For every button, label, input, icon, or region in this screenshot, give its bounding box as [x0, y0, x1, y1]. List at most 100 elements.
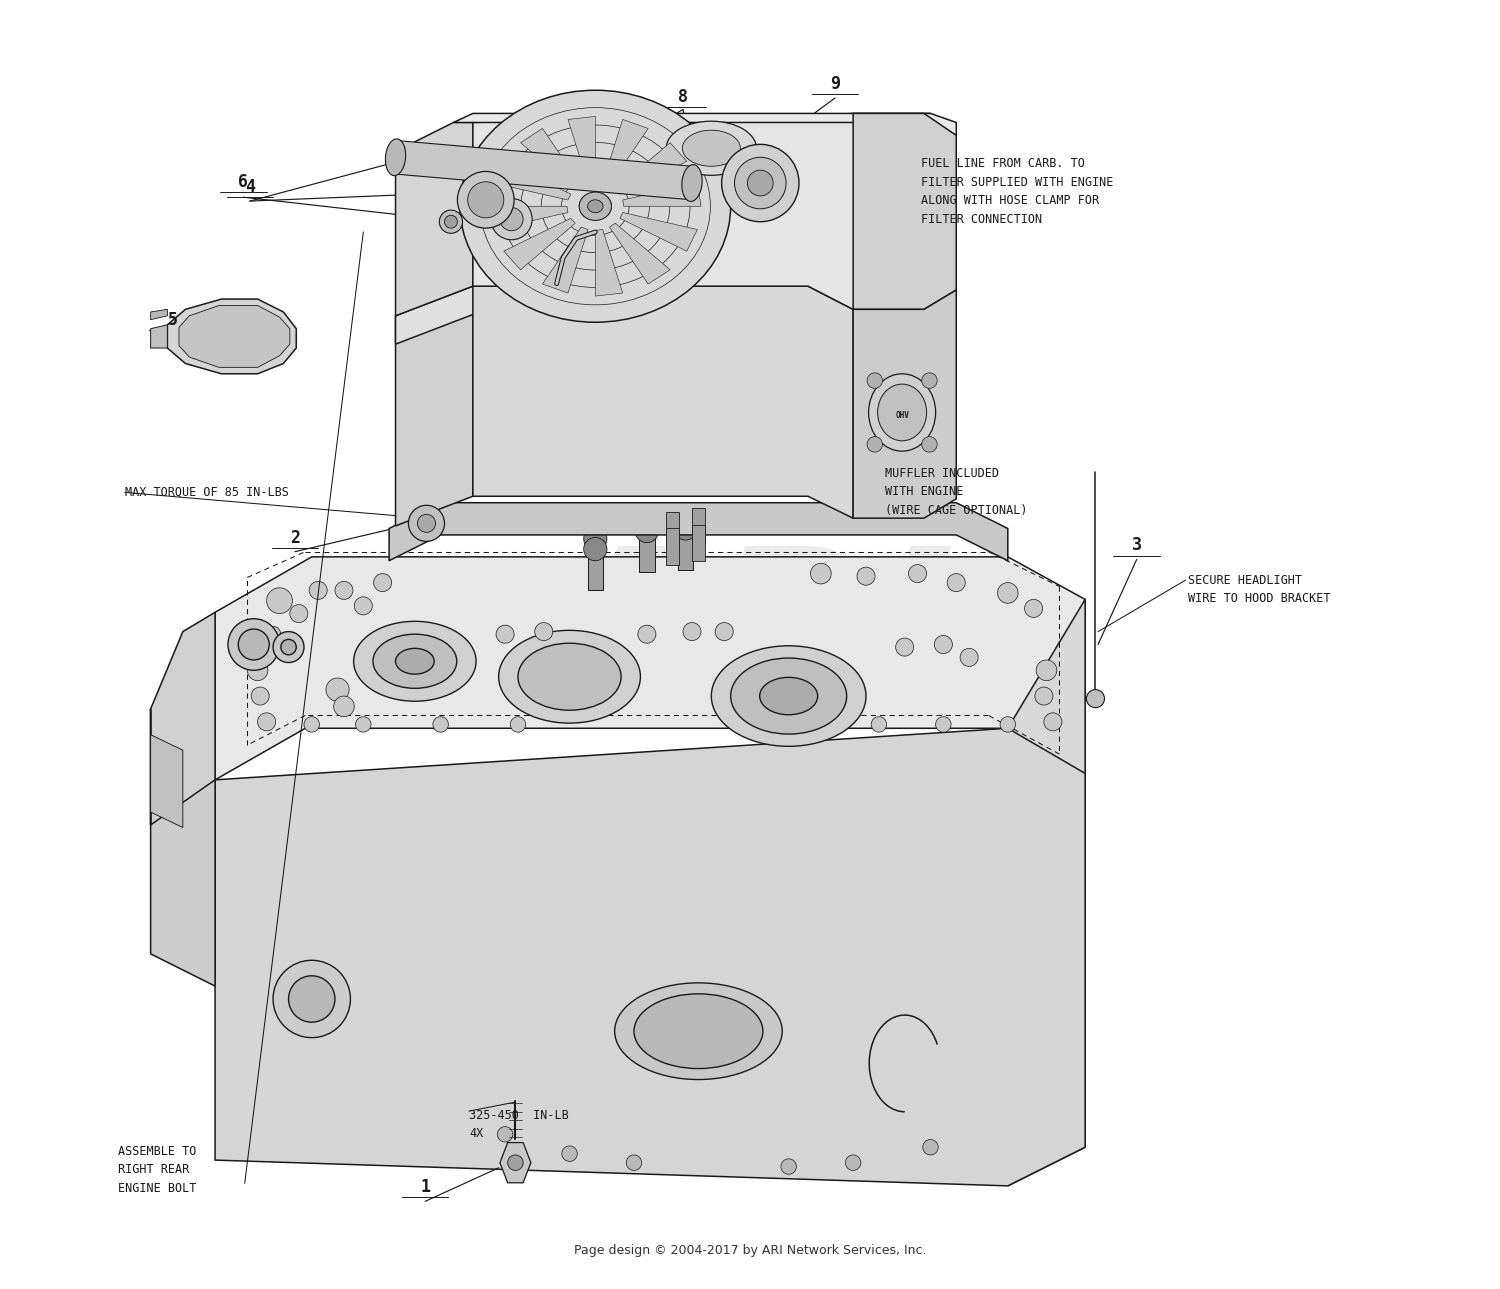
- Polygon shape: [568, 116, 596, 183]
- Text: MUFFLER INCLUDED
WITH ENGINE
(WIRE CAGE OPTIONAL): MUFFLER INCLUDED WITH ENGINE (WIRE CAGE …: [885, 467, 1028, 517]
- Ellipse shape: [730, 657, 846, 733]
- Circle shape: [682, 623, 700, 641]
- Text: 4: 4: [244, 178, 255, 196]
- Circle shape: [716, 623, 734, 641]
- Bar: [692, 508, 705, 544]
- Bar: [588, 539, 603, 580]
- Circle shape: [280, 639, 297, 655]
- Polygon shape: [622, 183, 701, 206]
- Polygon shape: [596, 229, 622, 296]
- Polygon shape: [615, 143, 687, 195]
- Circle shape: [326, 678, 350, 701]
- Polygon shape: [603, 120, 648, 186]
- Polygon shape: [168, 299, 297, 374]
- Circle shape: [288, 976, 334, 1022]
- Circle shape: [444, 215, 458, 228]
- Polygon shape: [150, 709, 214, 986]
- Text: OHV: OHV: [896, 411, 909, 419]
- Circle shape: [810, 563, 831, 584]
- Circle shape: [1024, 599, 1042, 617]
- Text: 9: 9: [830, 75, 840, 93]
- Circle shape: [273, 960, 351, 1038]
- Circle shape: [267, 588, 292, 614]
- Circle shape: [228, 619, 279, 670]
- Circle shape: [1044, 713, 1062, 731]
- Circle shape: [735, 157, 786, 209]
- Polygon shape: [150, 309, 168, 320]
- Circle shape: [1035, 687, 1053, 705]
- Circle shape: [867, 373, 882, 388]
- Polygon shape: [150, 325, 168, 348]
- Ellipse shape: [498, 630, 640, 723]
- Polygon shape: [489, 206, 568, 229]
- Polygon shape: [214, 728, 1084, 1186]
- Bar: [692, 525, 705, 561]
- Circle shape: [356, 717, 370, 732]
- Circle shape: [440, 210, 462, 233]
- Ellipse shape: [634, 994, 764, 1069]
- Circle shape: [500, 208, 523, 231]
- Polygon shape: [396, 286, 853, 344]
- Ellipse shape: [518, 643, 621, 710]
- Polygon shape: [504, 218, 576, 269]
- Circle shape: [960, 648, 978, 666]
- Circle shape: [867, 437, 882, 452]
- Text: 3: 3: [1131, 536, 1142, 554]
- Text: SECURE HEADLIGHT
WIRE TO HOOD BRACKET: SECURE HEADLIGHT WIRE TO HOOD BRACKET: [1188, 574, 1330, 605]
- Ellipse shape: [682, 165, 702, 201]
- Circle shape: [258, 713, 276, 731]
- Circle shape: [417, 514, 435, 532]
- Text: 325-450  IN-LB
4X: 325-450 IN-LB 4X: [470, 1109, 568, 1139]
- Polygon shape: [494, 161, 572, 200]
- Ellipse shape: [878, 384, 927, 441]
- Circle shape: [584, 527, 608, 550]
- Circle shape: [871, 717, 886, 732]
- Ellipse shape: [711, 646, 866, 746]
- Ellipse shape: [386, 139, 405, 175]
- Circle shape: [636, 519, 658, 543]
- Circle shape: [510, 717, 525, 732]
- Circle shape: [290, 605, 308, 623]
- Text: 1: 1: [420, 1178, 430, 1196]
- Polygon shape: [396, 122, 472, 316]
- Circle shape: [584, 538, 608, 561]
- Text: 8: 8: [678, 88, 688, 106]
- Polygon shape: [394, 141, 693, 200]
- Polygon shape: [214, 557, 1084, 780]
- Polygon shape: [472, 286, 854, 518]
- Circle shape: [922, 1139, 938, 1155]
- Circle shape: [921, 437, 938, 452]
- Text: ASSEMBLE TO
RIGHT REAR
ENGINE BOLT: ASSEMBLE TO RIGHT REAR ENGINE BOLT: [118, 1145, 196, 1195]
- Bar: [666, 528, 680, 565]
- Circle shape: [747, 170, 772, 196]
- Circle shape: [304, 717, 320, 732]
- Circle shape: [936, 717, 951, 732]
- Circle shape: [266, 626, 280, 642]
- Circle shape: [782, 1159, 796, 1174]
- Circle shape: [374, 574, 392, 592]
- Circle shape: [934, 635, 952, 654]
- Ellipse shape: [354, 621, 476, 701]
- Circle shape: [490, 199, 532, 240]
- Circle shape: [909, 565, 927, 583]
- Bar: [639, 531, 654, 572]
- Circle shape: [534, 623, 554, 641]
- Polygon shape: [543, 227, 588, 293]
- Ellipse shape: [666, 121, 756, 175]
- Ellipse shape: [682, 130, 741, 166]
- Bar: [588, 549, 603, 590]
- Circle shape: [674, 517, 698, 540]
- Circle shape: [722, 144, 800, 222]
- Circle shape: [562, 1146, 578, 1161]
- Circle shape: [496, 625, 514, 643]
- Circle shape: [334, 581, 352, 599]
- Circle shape: [856, 567, 874, 585]
- Circle shape: [1000, 717, 1016, 732]
- Ellipse shape: [374, 634, 458, 688]
- Ellipse shape: [868, 374, 936, 451]
- Polygon shape: [178, 305, 290, 367]
- Polygon shape: [150, 612, 214, 864]
- Ellipse shape: [588, 200, 603, 213]
- Circle shape: [458, 171, 514, 228]
- Circle shape: [251, 687, 268, 705]
